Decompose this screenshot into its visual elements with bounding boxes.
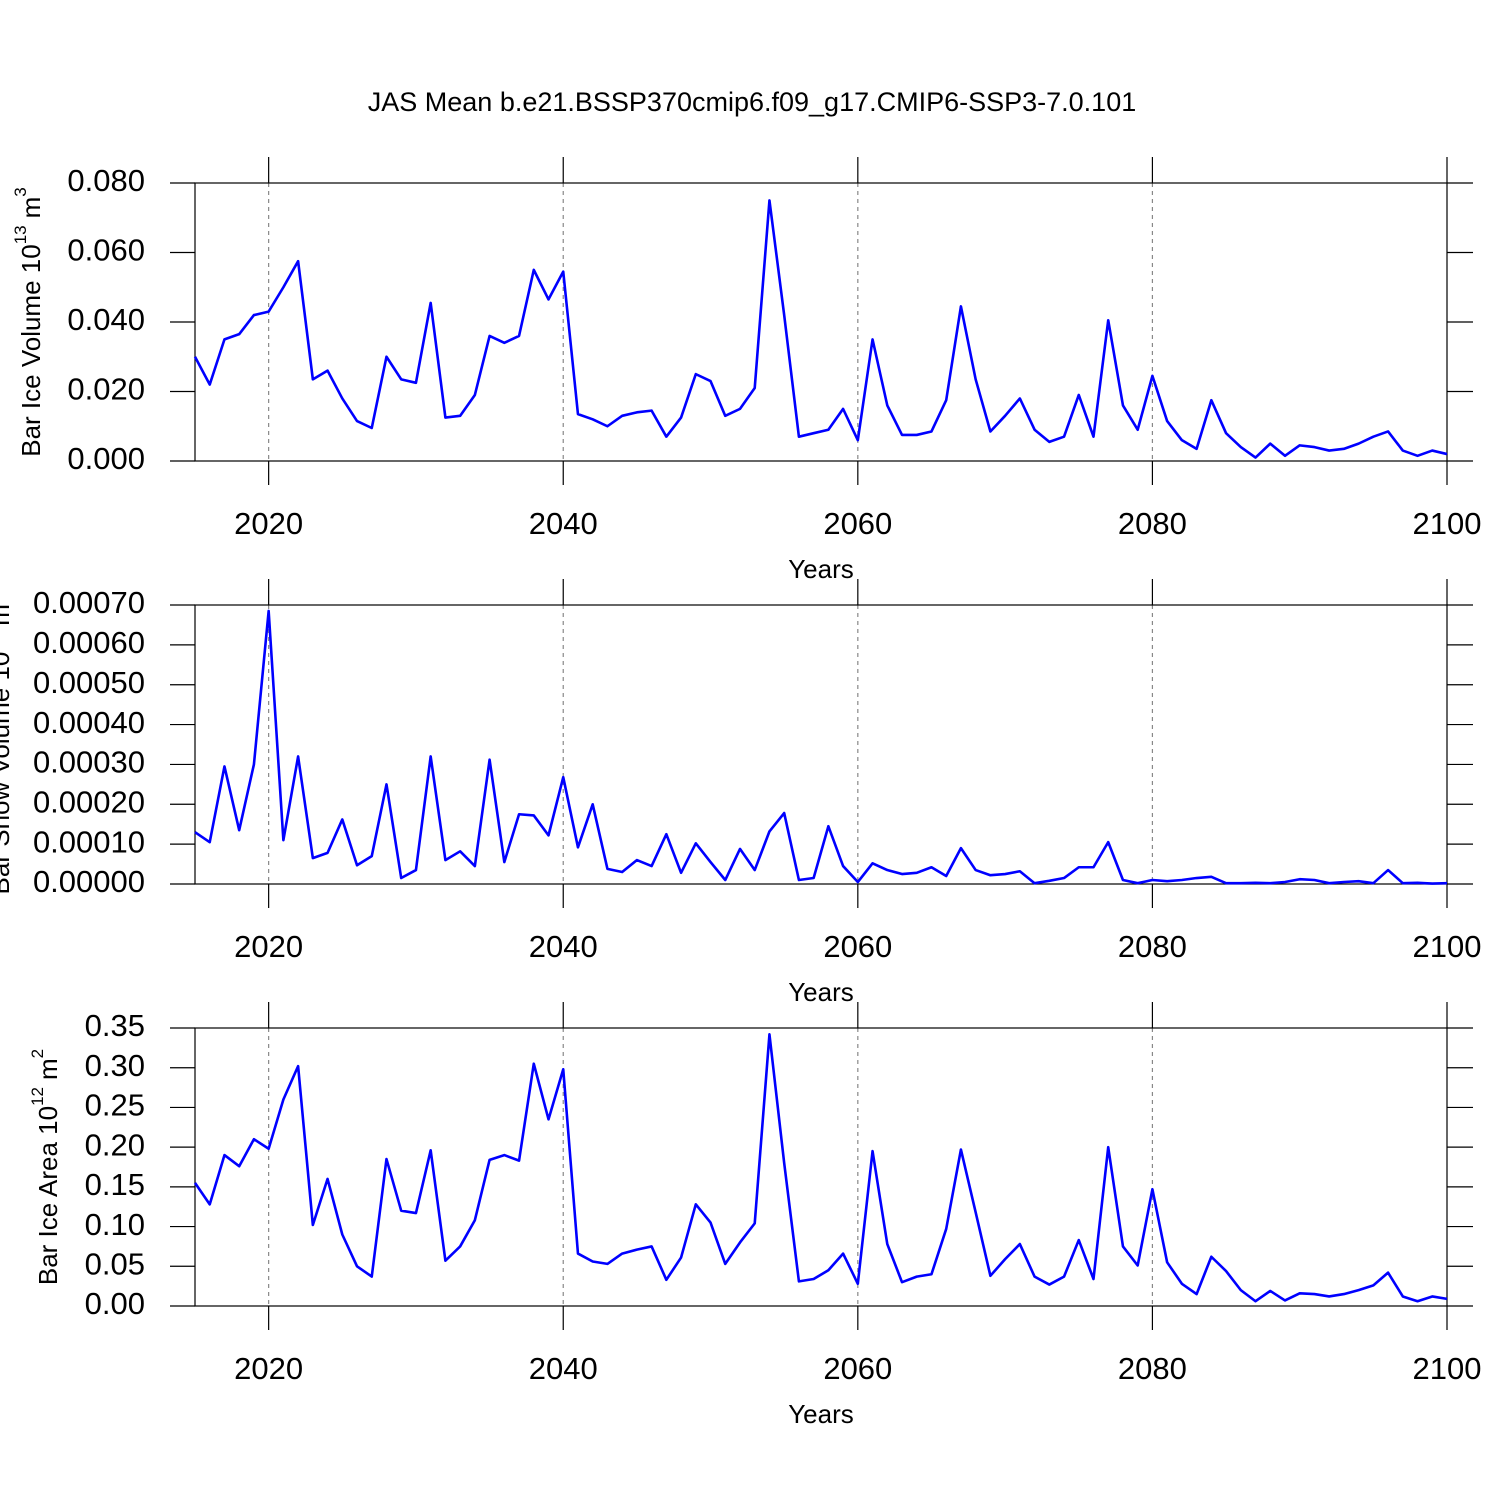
y-tick-label: 0.00000 <box>33 864 145 899</box>
y-label-exponent: 13 <box>11 225 30 244</box>
x-tick-label: 2080 <box>1118 1351 1187 1386</box>
data-line <box>193 199 1448 459</box>
x-tick-label: 2040 <box>529 1351 598 1386</box>
y-tick-label: 0.00 <box>85 1286 145 1321</box>
y-axis-label: Bar Ice Volume 1013 m3 <box>11 187 45 457</box>
data-line <box>193 1033 1448 1303</box>
y-tick-label: 0.00050 <box>33 665 145 700</box>
x-tick-label: 2040 <box>529 506 598 541</box>
plot-frame <box>194 182 1448 462</box>
plot-frame <box>194 1027 1448 1307</box>
y-tick-label: 0.080 <box>67 163 145 198</box>
x-tick-label: 2020 <box>234 929 303 964</box>
x-axis-label: Years <box>788 977 854 1007</box>
plot-frame <box>194 604 1448 885</box>
y-tick-label: 0.15 <box>85 1167 145 1202</box>
y-label-unit-exponent: 2 <box>28 1049 47 1058</box>
y-label-unit-exponent: 3 <box>11 187 30 196</box>
y-label-text: Bar Snow Volume 10 <box>0 652 15 895</box>
y-tick-label: 0.000 <box>67 441 145 476</box>
y-tick-label: 0.00020 <box>33 784 145 819</box>
y-axis-label: Bar Ice Area 1012 m2 <box>28 1049 62 1285</box>
y-tick-label: 0.060 <box>67 233 145 268</box>
y-axis-label: Bar Snow Volume 1013m3 <box>0 595 15 895</box>
figure-title: JAS Mean b.e21.BSSP370cmip6.f09_g17.CMIP… <box>368 87 1136 117</box>
y-tick-label: 0.05 <box>85 1246 145 1281</box>
y-tick-label: 0.040 <box>67 302 145 337</box>
panel: 2020 2040 2060 2080 2100 0.000 0.020 0.040 0.060… <box>11 157 1481 584</box>
x-tick-label: 2100 <box>1413 1351 1482 1386</box>
y-tick-label: 0.00010 <box>33 824 145 859</box>
y-label-unit: m <box>16 197 46 219</box>
y-tick-label: 0.00040 <box>33 705 145 740</box>
y-tick-label: 0.00030 <box>33 745 145 780</box>
y-label-unit: m <box>33 1058 63 1080</box>
x-axis-label: Years <box>788 1399 854 1429</box>
y-tick-label: 0.25 <box>85 1088 145 1123</box>
x-tick-label: 2060 <box>823 929 892 964</box>
x-tick-label: 2060 <box>823 1351 892 1386</box>
x-tick-label: 2020 <box>234 1351 303 1386</box>
x-tick-label: 2060 <box>823 506 892 541</box>
y-label-text: Bar Ice Volume 10 <box>16 244 46 456</box>
x-tick-label: 2080 <box>1118 506 1187 541</box>
data-line <box>194 609 1448 885</box>
x-tick-label: 2100 <box>1413 506 1482 541</box>
y-label-text: Bar Ice Area 10 <box>33 1106 63 1285</box>
y-tick-label: 0.020 <box>67 372 145 407</box>
y-tick-label: 0.00060 <box>33 625 145 660</box>
panel: 2020 2040 2060 2080 2100 0.00000 0.00010 0.0002… <box>0 579 1481 1007</box>
x-axis-label: Years <box>788 554 854 584</box>
y-tick-label: 0.30 <box>85 1048 145 1083</box>
y-label-exponent: 12 <box>28 1087 47 1106</box>
y-tick-label: 0.35 <box>85 1008 145 1043</box>
x-tick-label: 2080 <box>1118 929 1187 964</box>
x-tick-label: 2040 <box>529 929 598 964</box>
y-tick-label: 0.00070 <box>33 585 145 620</box>
x-tick-label: 2100 <box>1413 929 1482 964</box>
x-tick-label: 2020 <box>234 506 303 541</box>
y-tick-label: 0.20 <box>85 1127 145 1162</box>
panel: 2020 2040 2060 2080 2100 0.00 0.05 0.10 0.15 0.20… <box>28 1002 1481 1429</box>
y-tick-label: 0.10 <box>85 1207 145 1242</box>
y-label-unit: m <box>0 604 15 626</box>
